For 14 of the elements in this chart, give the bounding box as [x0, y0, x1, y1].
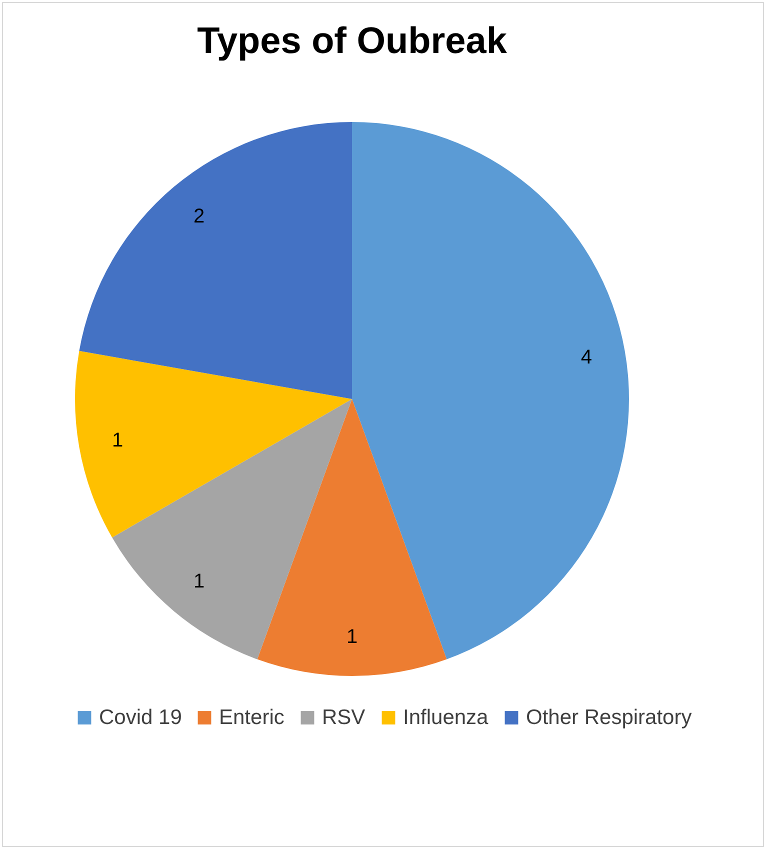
- data-label: 1: [112, 429, 124, 452]
- legend-label: Enteric: [219, 706, 284, 729]
- pie-slice: [75, 350, 352, 538]
- legend-label: Other Respiratory: [526, 706, 692, 729]
- chart-title: Types of Oubreak: [197, 20, 508, 61]
- pie-slice: [79, 122, 352, 399]
- legend-label: Covid 19: [99, 706, 182, 729]
- pie-slice: [257, 399, 447, 676]
- data-label: 1: [193, 570, 205, 592]
- legend-label: Influenza: [403, 706, 489, 729]
- data-label: 1: [346, 626, 358, 648]
- data-label: 2: [193, 206, 205, 228]
- data-label: 4: [580, 346, 592, 369]
- legend-label: RSV: [322, 706, 366, 729]
